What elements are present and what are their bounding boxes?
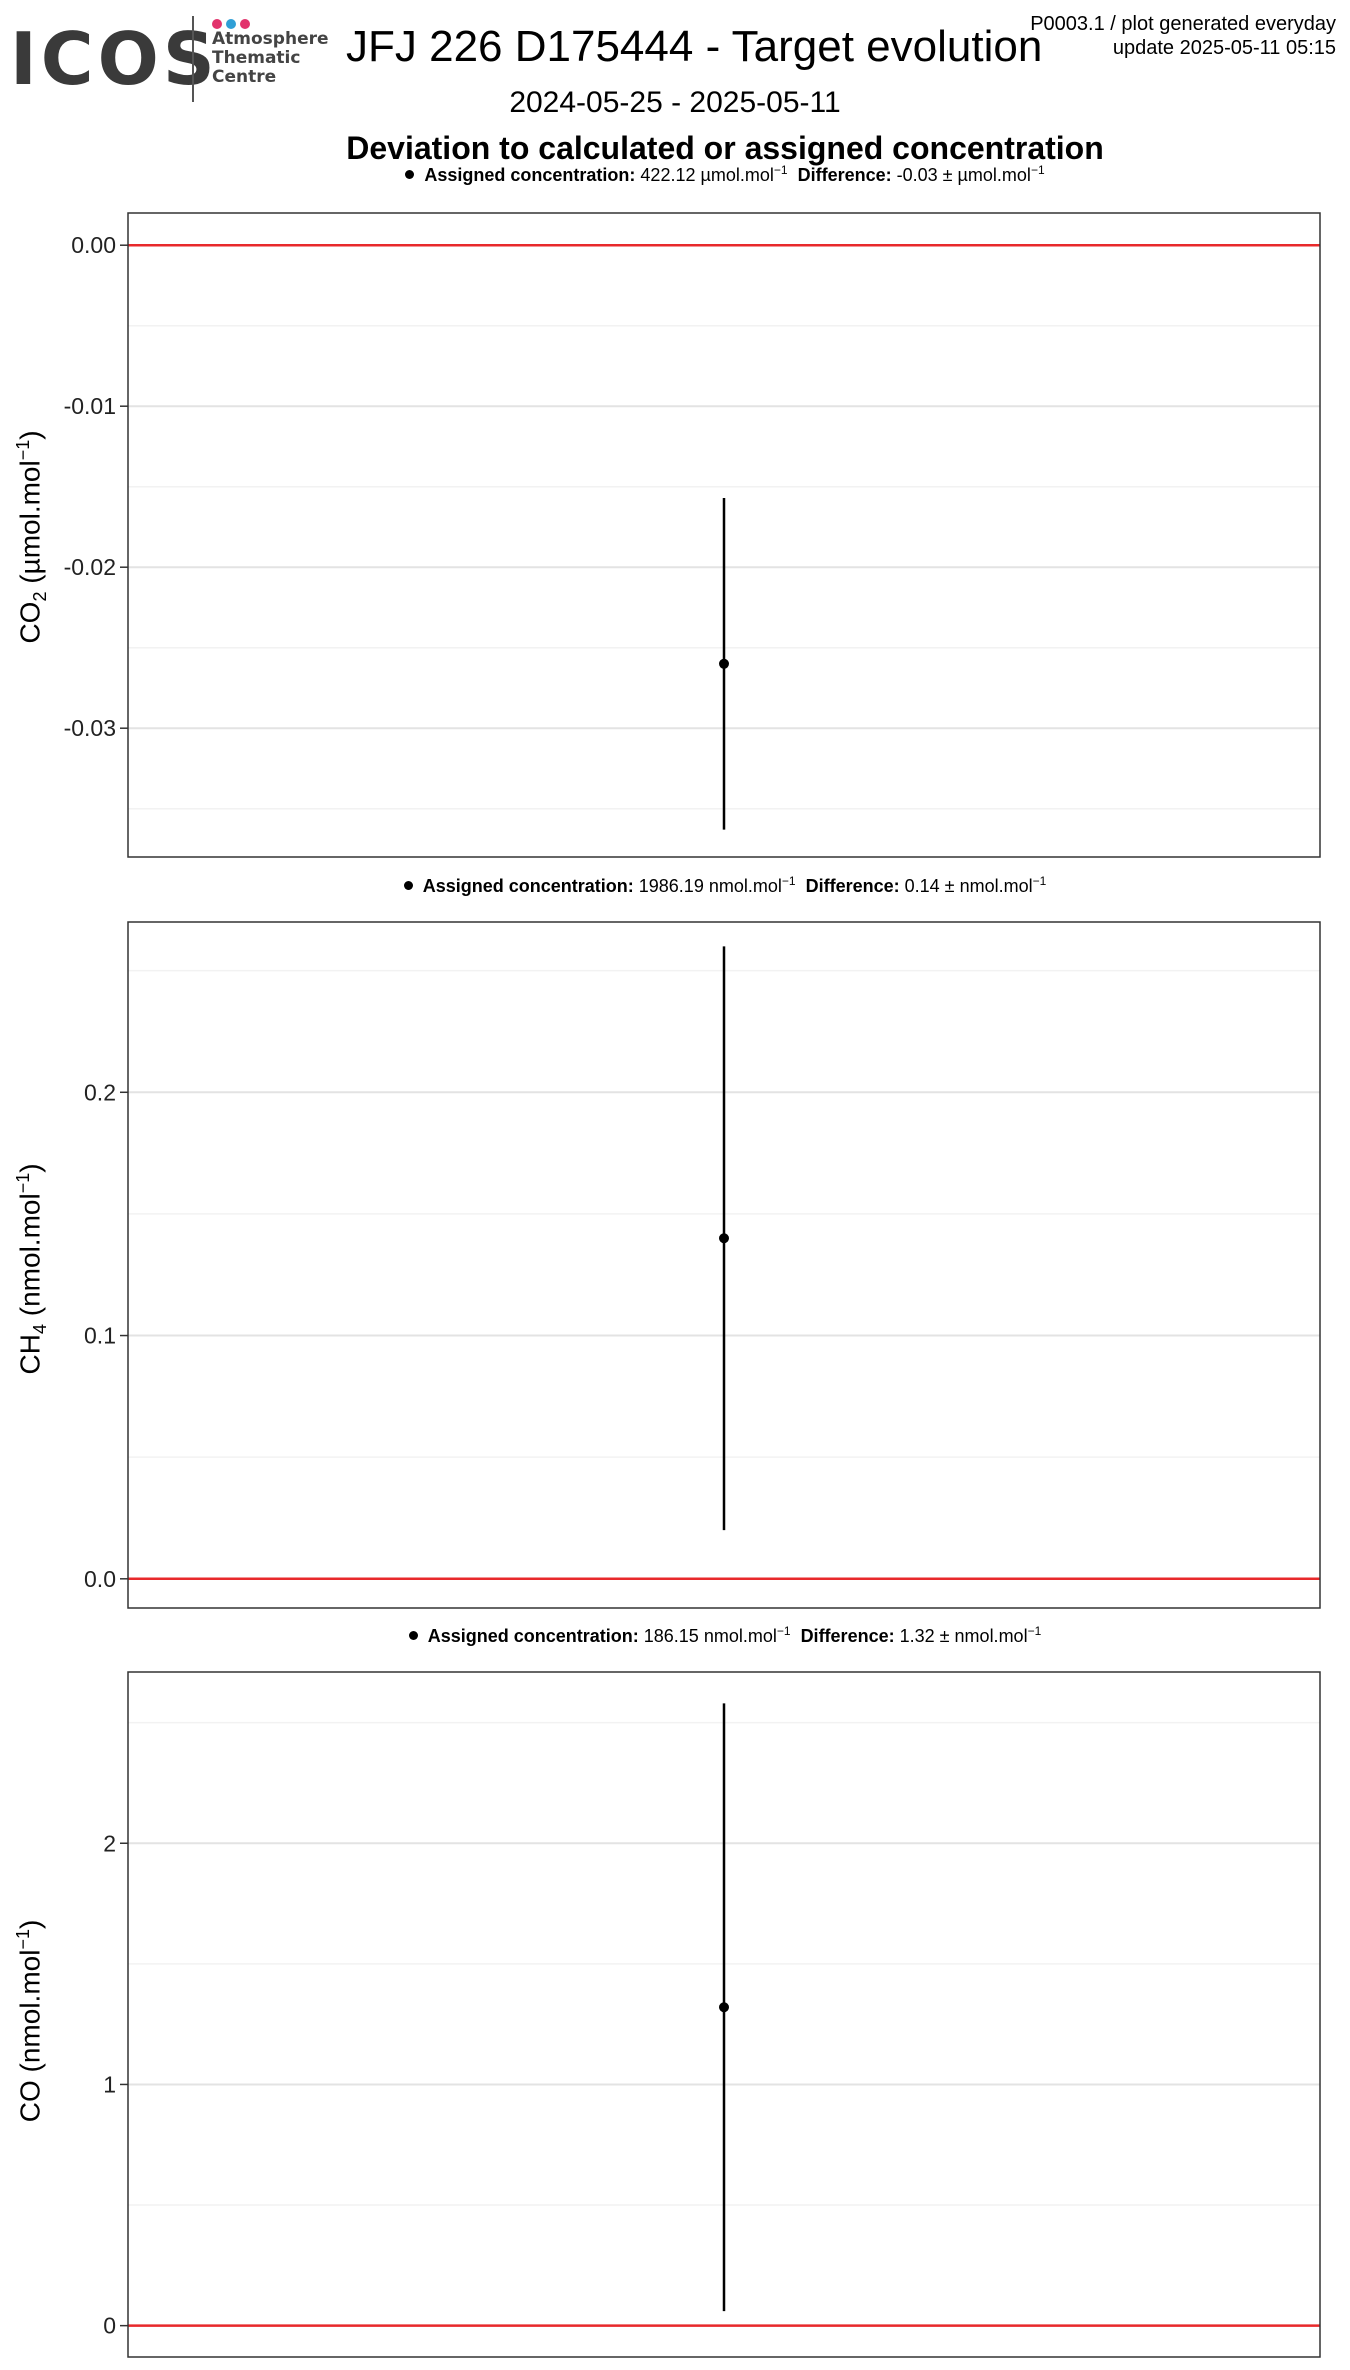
difference-label: Difference: [805,876,900,896]
chart-subtitle: Deviation to calculated or assigned conc… [346,130,1104,166]
logo-dot [226,19,236,29]
y-tick-label: 0.00 [71,232,116,258]
y-tick-label: 2 [103,1830,116,1856]
panel-border [127,921,1321,1609]
stamp-line-2: update 2025-05-11 05:15 [1112,37,1336,59]
logo-separator [192,16,194,102]
logo-line-1: Atmosphere [212,29,329,49]
logo-subtitle: Atmosphere Thematic Centre [212,30,329,87]
logo-line-2: Thematic [212,48,301,68]
date-range: 2024-05-25 - 2025-05-11 [509,86,841,119]
data-point [719,1233,729,1244]
difference-value: 0.14 [904,876,940,896]
y-tick-label: -0.01 [64,393,116,419]
data-point [719,658,729,669]
difference-unit: nmol.mol [954,1626,1028,1646]
panel-border [127,212,1321,858]
panel-caption-co: Assigned concentration: 186.15 nmol.mol−… [0,1624,1350,1647]
data-point [719,2002,729,2013]
logo-dot [240,19,250,29]
difference-value: 1.32 [899,1626,935,1646]
stamp-line-1: P0003.1 / plot generated everyday [1030,13,1336,35]
assigned-value: 422.12 [640,165,696,185]
panel-border [127,1671,1321,2358]
logo-dots-icon [212,16,254,34]
assigned-value: 1986.19 [638,876,704,896]
assigned-value: 186.15 [643,1626,699,1646]
difference-unit: nmol.mol [959,876,1033,896]
difference-value: -0.03 [896,165,938,185]
logo-line-3: Centre [212,67,277,87]
panel-caption-co2: Assigned concentration: 422.12 µmol.mol−… [0,163,1350,186]
assigned-label: Assigned concentration: [424,165,636,185]
panel-caption-ch4: Assigned concentration: 1986.19 nmol.mol… [0,874,1350,897]
assigned-unit: nmol.mol [703,1626,777,1646]
page-title: JFJ 226 D175444 - Target evolution [346,22,1043,71]
y-tick-label: 1 [103,2071,116,2097]
y-tick-label: -0.02 [64,554,116,580]
y-tick-label: 0.1 [84,1323,116,1349]
difference-unit: µmol.mol [957,165,1031,185]
difference-label: Difference: [797,165,892,185]
generation-stamp: P0003.1 / plot generated everyday update… [1030,12,1336,60]
assigned-label: Assigned concentration: [422,876,634,896]
point-marker-icon [405,169,415,179]
point-marker-icon [408,1630,418,1640]
point-marker-icon [403,880,413,890]
y-tick-label: 0.0 [84,1566,116,1592]
logo-wordmark: ICOS [10,17,219,101]
difference-label: Difference: [800,1626,895,1646]
y-tick-label: -0.03 [64,715,116,741]
icos-logo: ICOS Atmosphere Thematic Centre [10,14,329,104]
assigned-label: Assigned concentration: [427,1626,639,1646]
assigned-unit: nmol.mol [708,876,782,896]
logo-dot [212,19,222,29]
y-tick-label: 0.2 [84,1079,116,1105]
y-tick-label: 0 [103,2313,116,2339]
assigned-unit: µmol.mol [700,165,774,185]
